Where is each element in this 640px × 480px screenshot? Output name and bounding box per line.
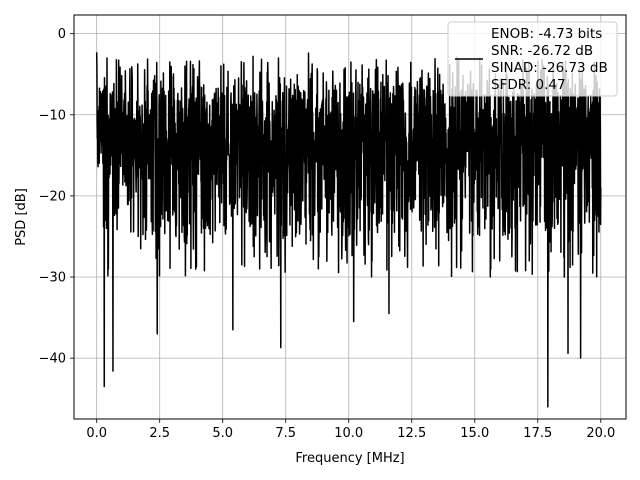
x-tick-label: 20.0: [586, 426, 615, 441]
legend-line-sfdr: SFDR: 0.47: [491, 77, 566, 93]
x-tick-label: 2.5: [149, 426, 170, 441]
y-tick-label: −40: [39, 352, 66, 367]
legend-line-enob: ENOB: -4.73 bits: [491, 26, 602, 42]
y-tick-label: −20: [39, 189, 66, 204]
y-axis-ticks: 0 −10 −20 −30 −40: [39, 27, 74, 367]
y-axis-label: PSD [dB]: [14, 188, 29, 246]
legend-box: [447, 21, 618, 97]
x-tick-label: 7.5: [275, 426, 296, 441]
legend: ENOB: -4.73 bits SNR: -26.72 dB SINAD: -…: [447, 21, 618, 97]
x-axis-ticks: 0.0 2.5 5.0 7.5 10.0 12.5 15.0 17.5 20.0: [86, 419, 615, 441]
x-tick-label: 0.0: [86, 426, 107, 441]
x-tick-label: 12.5: [397, 426, 426, 441]
y-tick-label: −10: [39, 108, 66, 123]
x-tick-label: 10.0: [334, 426, 363, 441]
x-tick-label: 5.0: [212, 426, 233, 441]
legend-line-snr: SNR: -26.72 dB: [491, 43, 593, 59]
x-tick-label: 17.5: [523, 426, 552, 441]
series-psd-line: [95, 52, 602, 408]
y-tick-label: 0: [58, 27, 66, 42]
psd-line: [95, 52, 602, 408]
x-tick-label: 15.0: [460, 426, 489, 441]
x-axis-label: Frequency [MHz]: [295, 451, 404, 466]
y-tick-label: −30: [39, 271, 66, 286]
legend-line-sinad: SINAD: -26.73 dB: [491, 60, 608, 76]
plot-frame: [73, 14, 627, 420]
